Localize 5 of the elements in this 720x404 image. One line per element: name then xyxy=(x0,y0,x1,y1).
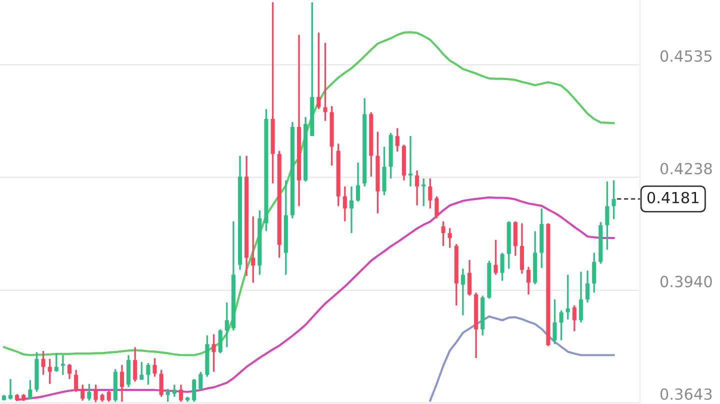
y-tick-label: 0.3643 xyxy=(660,388,712,400)
y-tick-label: 0.4535 xyxy=(660,50,712,62)
ref-line-label: 0.4181 xyxy=(647,192,698,204)
y-tick-label: 0.4238 xyxy=(660,162,712,174)
y-tick-label: 0.3940 xyxy=(660,276,712,288)
